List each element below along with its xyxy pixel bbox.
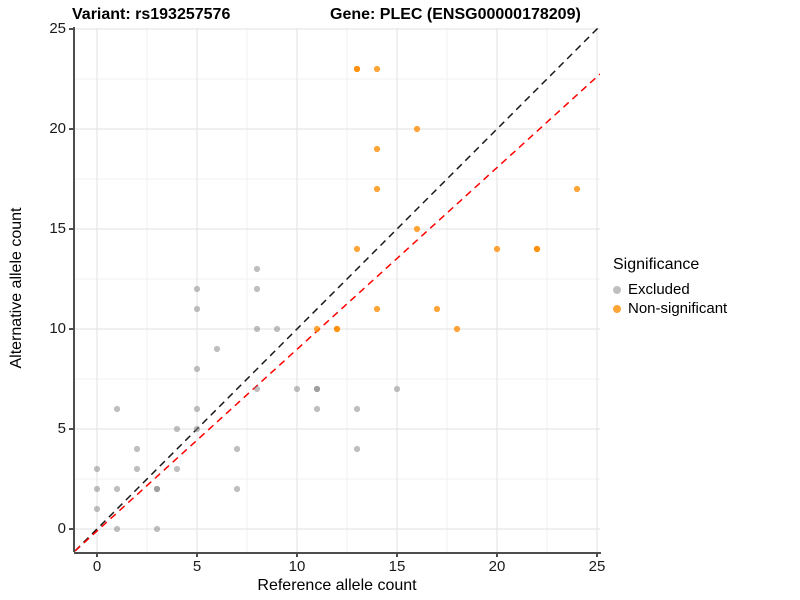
- legend-title: Significance: [613, 256, 700, 273]
- legend-item: Non-significant: [613, 299, 727, 318]
- plot-title-gene: Gene: PLEC (ENSG00000178209): [330, 6, 581, 23]
- data-point-excluded: [353, 405, 361, 413]
- legend-key-dot: [613, 304, 621, 313]
- y-tick-label: 20: [49, 120, 66, 137]
- data-point-excluded: [253, 325, 261, 333]
- data-point-excluded: [193, 405, 201, 413]
- data-point-non-significant: [353, 245, 361, 253]
- data-point-excluded: [93, 505, 101, 513]
- data-point-excluded: [113, 485, 121, 493]
- y-tick-label: 25: [49, 20, 66, 37]
- data-point-excluded: [233, 445, 241, 453]
- y-tick-mark: [69, 228, 74, 230]
- data-point-excluded: [193, 305, 201, 313]
- data-point-excluded: [153, 525, 161, 533]
- data-point-excluded: [293, 385, 301, 393]
- y-tick-mark: [69, 528, 74, 530]
- data-point-non-significant: [373, 185, 381, 193]
- data-point-non-significant: [413, 225, 421, 233]
- data-point-non-significant: [453, 325, 461, 333]
- plot-title-variant: Variant: rs193257576: [72, 6, 231, 23]
- x-tick-label: 5: [192, 558, 202, 575]
- y-tick-label: 0: [57, 520, 66, 537]
- x-tick-mark: [296, 552, 298, 557]
- data-point-excluded: [193, 285, 201, 293]
- legend-items: Excluded Non-significant: [613, 280, 727, 318]
- data-point-non-significant: [333, 325, 341, 333]
- data-point-excluded: [173, 425, 181, 433]
- data-point-excluded: [113, 405, 121, 413]
- x-tick-mark: [96, 552, 98, 557]
- data-point-non-significant: [373, 145, 381, 153]
- data-point-excluded: [253, 285, 261, 293]
- x-axis-line: [74, 552, 601, 554]
- x-tick-mark: [196, 552, 198, 557]
- data-point-excluded: [393, 385, 401, 393]
- plot-panel: [74, 25, 601, 552]
- x-tick-mark: [596, 552, 598, 557]
- x-tick-mark: [396, 552, 398, 557]
- data-point-excluded: [253, 265, 261, 273]
- data-point-excluded: [133, 445, 141, 453]
- legend: Significance Excluded Non-significant: [613, 256, 727, 318]
- data-point-non-significant: [413, 125, 421, 133]
- data-point-non-significant: [373, 65, 381, 73]
- data-point-excluded: [313, 385, 321, 393]
- data-point-excluded: [113, 525, 121, 533]
- scatter-canvas: [74, 25, 601, 552]
- data-point-excluded: [353, 445, 361, 453]
- legend-key-dot: [613, 285, 621, 294]
- y-tick-label: 10: [49, 320, 66, 337]
- y-tick-mark: [69, 428, 74, 430]
- data-point-excluded: [233, 485, 241, 493]
- x-tick-label: 10: [288, 558, 306, 575]
- y-tick-label: 5: [57, 420, 66, 437]
- data-point-excluded: [213, 345, 221, 353]
- data-point-excluded: [193, 425, 201, 433]
- y-tick-mark: [69, 328, 74, 330]
- y-tick-mark: [69, 128, 74, 130]
- x-tick-label: 20: [488, 558, 506, 575]
- data-point-excluded: [313, 405, 321, 413]
- fitted-line: [74, 73, 601, 552]
- x-tick-mark: [496, 552, 498, 557]
- data-point-excluded: [93, 485, 101, 493]
- data-point-excluded: [173, 465, 181, 473]
- data-point-excluded: [93, 465, 101, 473]
- legend-item-label: Non-significant: [628, 300, 728, 317]
- y-tick-mark: [69, 28, 74, 30]
- data-point-excluded: [253, 385, 261, 393]
- x-tick-label: 25: [588, 558, 606, 575]
- legend-item: Excluded: [613, 280, 727, 299]
- data-point-excluded: [193, 365, 201, 373]
- data-point-excluded: [273, 325, 281, 333]
- data-point-non-significant: [433, 305, 441, 313]
- x-tick-label: 0: [92, 558, 102, 575]
- x-tick-label: 15: [388, 558, 406, 575]
- data-point-excluded: [153, 485, 161, 493]
- legend-item-label: Excluded: [628, 281, 690, 298]
- x-axis-title: Reference allele count: [257, 577, 417, 594]
- data-point-non-significant: [493, 245, 501, 253]
- y-axis-line: [73, 27, 75, 552]
- data-point-non-significant: [533, 245, 541, 253]
- data-point-non-significant: [313, 325, 321, 333]
- identity-line: [74, 25, 601, 552]
- y-axis-title: Alternative allele count: [8, 207, 25, 369]
- data-point-non-significant: [573, 185, 581, 193]
- data-point-non-significant: [353, 65, 361, 73]
- y-tick-label: 15: [49, 220, 66, 237]
- data-point-excluded: [133, 465, 141, 473]
- data-point-non-significant: [373, 305, 381, 313]
